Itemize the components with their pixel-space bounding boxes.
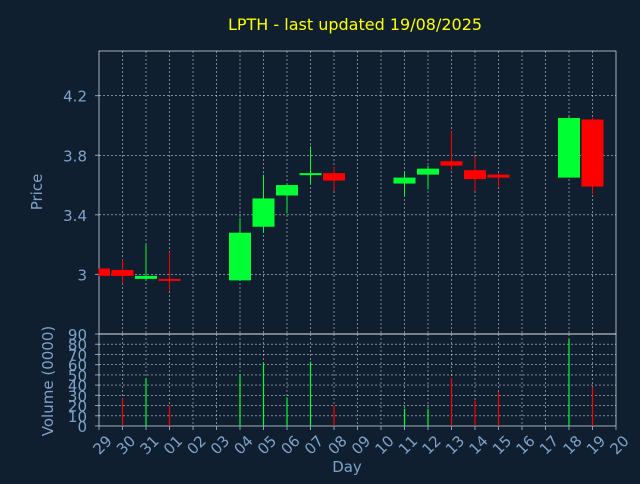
x-tick-label-04: 04 [231, 432, 257, 458]
volume-tick-label: 30 [68, 387, 87, 405]
x-tick-label-03: 03 [207, 432, 233, 458]
candle-body [440, 161, 463, 166]
volume-tick-label: 80 [68, 336, 87, 354]
candle-body [323, 173, 345, 181]
candle-body [464, 170, 486, 180]
candle-body [558, 118, 580, 178]
x-tick-label-20: 20 [607, 432, 633, 458]
x-tick-label-17: 17 [536, 432, 562, 458]
candle-30 [111, 259, 134, 284]
candle-12 [417, 165, 439, 190]
candle-04 [229, 217, 251, 281]
x-tick-label-01: 01 [160, 432, 186, 458]
x-tick-label-13: 13 [442, 432, 468, 458]
candle-11 [393, 171, 416, 196]
candle-29 [98, 268, 110, 276]
candle-14 [464, 156, 486, 192]
volume-tick-label: 90 [68, 326, 87, 344]
x-tick-label-12: 12 [419, 432, 445, 458]
candle-body [111, 269, 134, 276]
volume-tick-label: 60 [68, 357, 87, 375]
price-tick-label: 3.4 [63, 207, 87, 225]
candle-body [229, 232, 251, 281]
x-tick-label-10: 10 [372, 432, 398, 458]
x-tick-label-02: 02 [184, 432, 210, 458]
volume-tick-label: 40 [68, 377, 87, 395]
candle-06 [276, 183, 298, 214]
x-tick-label-29: 29 [90, 432, 116, 458]
volume-tick-label: 10 [68, 408, 87, 426]
x-tick-label-08: 08 [325, 432, 351, 458]
candle-01 [158, 252, 181, 291]
candle-body [417, 168, 439, 175]
candle-body [299, 173, 322, 176]
volume-panel: 0102030405060708090293031010203040506070… [68, 326, 633, 458]
candle-body [158, 278, 181, 281]
candle-15 [487, 173, 510, 187]
x-tick-label-14: 14 [466, 432, 492, 458]
volume-tick-label: 50 [68, 367, 87, 385]
price-tick-label: 3 [77, 266, 87, 284]
price-axis-label: Price [28, 174, 46, 211]
price-tick-label: 3.8 [63, 147, 87, 165]
x-tick-label-18: 18 [560, 432, 586, 458]
x-tick-label-07: 07 [301, 432, 327, 458]
x-tick-label-30: 30 [113, 432, 139, 458]
candle-31 [135, 244, 157, 281]
chart-title: LPTH - last updated 19/08/2025 [228, 15, 482, 34]
volume-tick-label: 0 [77, 418, 87, 436]
x-tick-label-05: 05 [254, 432, 280, 458]
x-tick-label-09: 09 [348, 432, 374, 458]
price-panel: 3 3.4 3.8 4.2 [63, 50, 617, 335]
candle-body [252, 198, 275, 227]
candle-05 [252, 174, 275, 233]
candle-body [135, 275, 157, 279]
x-tick-label-16: 16 [513, 432, 539, 458]
price-tick-label: 4.2 [63, 88, 87, 106]
candle-body [393, 177, 416, 184]
x-tick-label-19: 19 [583, 432, 609, 458]
volume-tick-label: 20 [68, 398, 87, 416]
x-axis-label: Day [332, 458, 362, 476]
volume-axis-label: Volume (0000) [39, 326, 57, 436]
candle-body [581, 119, 604, 187]
candle-08 [323, 167, 345, 192]
x-tick-label-06: 06 [278, 432, 304, 458]
candle-body [487, 174, 510, 178]
candle-18 [558, 116, 580, 178]
candle-13 [440, 131, 463, 171]
x-tick-label-15: 15 [489, 432, 515, 458]
candle-19 [581, 118, 604, 194]
candle-07 [299, 146, 322, 184]
candle-body [276, 185, 298, 196]
x-tick-label-31: 31 [137, 432, 163, 458]
candle-body [99, 268, 110, 276]
volume-tick-label: 70 [68, 346, 87, 364]
x-tick-label-11: 11 [395, 432, 421, 458]
